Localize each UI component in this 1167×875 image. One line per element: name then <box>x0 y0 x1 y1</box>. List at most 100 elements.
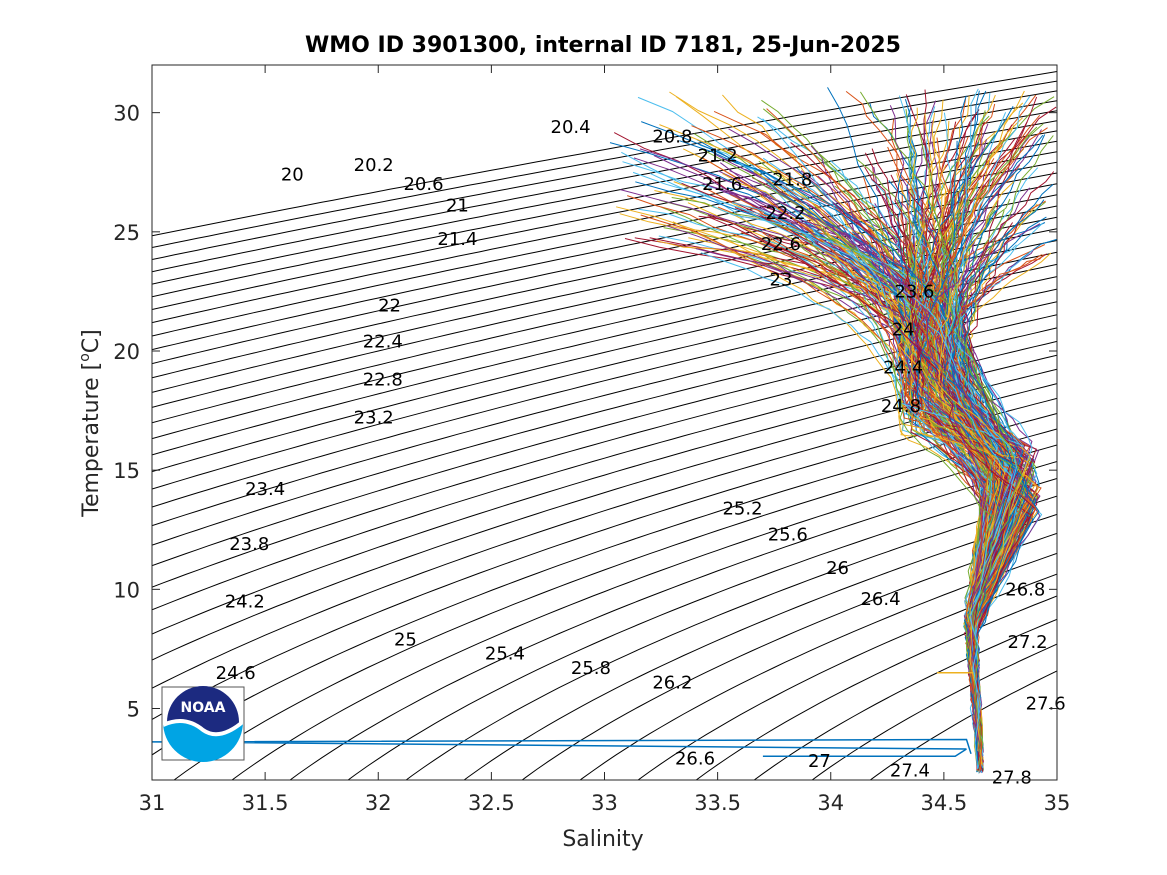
y-tick-label: 5 <box>127 698 140 722</box>
density-contour <box>695 595 1057 780</box>
contour-label: 20.2 <box>354 155 394 176</box>
contour-label: 27.8 <box>992 768 1032 789</box>
profile-line <box>951 254 1045 769</box>
profile-lines <box>152 87 1057 774</box>
x-tick-label: 31.5 <box>242 791 289 815</box>
contour-label: 23.6 <box>894 281 934 302</box>
profile-line <box>955 88 1013 760</box>
density-contour <box>152 276 1057 508</box>
contour-label: 27.4 <box>890 760 930 781</box>
x-tick-label: 34 <box>817 791 844 815</box>
x-tick-label: 33 <box>591 791 618 815</box>
contour-label: 22.4 <box>363 331 403 352</box>
profile-line <box>917 136 1027 768</box>
contour-label: 20.6 <box>403 174 443 195</box>
contour-label: 22.2 <box>765 203 805 224</box>
profile-line <box>820 227 993 746</box>
contour-label: 22 <box>378 296 401 317</box>
contour-label: 24.6 <box>216 663 256 684</box>
contour-label: 25.2 <box>722 498 762 519</box>
x-tick-label: 35 <box>1044 791 1071 815</box>
contour-label: 24 <box>892 320 915 341</box>
x-tick-label: 33.5 <box>694 791 741 815</box>
y-tick-label: 25 <box>113 221 140 245</box>
contour-label: 26.2 <box>652 672 692 693</box>
logo-text: NOAA <box>181 700 226 716</box>
contour-label: 23.2 <box>354 408 394 429</box>
contour-label: 24.4 <box>883 358 923 379</box>
contour-label: 20.4 <box>551 117 591 138</box>
chart-title: WMO ID 3901300, internal ID 7181, 25-Jun… <box>305 33 901 58</box>
contour-label: 23 <box>770 270 793 291</box>
density-contour <box>152 340 1057 611</box>
density-contour <box>811 643 1057 780</box>
profile-outlier <box>762 748 967 757</box>
y-tick-label: 15 <box>113 459 140 483</box>
contour-label: 25.6 <box>768 525 808 546</box>
density-contour <box>152 90 1057 261</box>
x-axis: 31 31.5 32 32.5 33 33.5 34 34.5 35 <box>139 65 1071 815</box>
contour-labels: 20 20.2 20.4 20.6 20.8 21 21.2 21.4 21.6 21.8 22 22… <box>216 117 1066 789</box>
contour-label: 27.6 <box>1026 694 1066 715</box>
x-tick-label: 34.5 <box>920 791 967 815</box>
profile-line <box>859 91 1023 753</box>
x-axis-label: Salinity <box>562 827 643 852</box>
density-contour <box>152 288 1057 527</box>
y-axis-label-end: C] <box>79 329 104 353</box>
density-contour <box>579 552 1057 780</box>
profile-line <box>933 164 997 770</box>
density-contour <box>152 314 1057 567</box>
contour-label: 26.8 <box>1005 579 1045 600</box>
logo-wave-crest <box>163 718 243 737</box>
density-contour <box>152 70 1057 237</box>
noaa-logo: NOAA <box>161 686 245 762</box>
contour-label: 24.2 <box>225 591 265 612</box>
profile-line <box>871 148 1037 771</box>
density-contour <box>152 327 1057 588</box>
profile-line <box>916 134 1044 770</box>
density-contour <box>152 80 1057 249</box>
y-tick-label: 20 <box>113 340 140 364</box>
profile-line <box>707 216 1016 749</box>
contour-label: 26 <box>826 558 849 579</box>
y-tick-label: 30 <box>113 102 140 126</box>
density-contour <box>152 205 1057 408</box>
profile-line <box>666 225 1028 765</box>
contour-label: 24.8 <box>881 396 921 417</box>
density-contour <box>152 301 1057 546</box>
contour-label: 23.4 <box>245 479 285 500</box>
density-contour <box>152 194 1057 393</box>
profile-line <box>938 181 1031 766</box>
contour-label: 21.4 <box>437 229 477 250</box>
x-tick-label: 32.5 <box>468 791 515 815</box>
x-tick-label: 32 <box>365 791 392 815</box>
contour-label: 27 <box>808 751 831 772</box>
contour-label: 25.8 <box>571 658 611 679</box>
contour-label: 22.6 <box>761 234 801 255</box>
contour-label: 21.6 <box>702 174 742 195</box>
contour-label: 26.6 <box>675 749 715 770</box>
density-contour <box>152 100 1057 273</box>
density-contour <box>152 354 1057 635</box>
density-contour <box>753 618 1057 780</box>
contour-label: 25.4 <box>485 644 525 665</box>
density-contour <box>521 532 1057 780</box>
contour-label: 23.8 <box>229 534 269 555</box>
contour-label: 21 <box>446 196 469 217</box>
profile-line <box>632 171 1017 770</box>
contour-label: 21.2 <box>698 146 738 167</box>
contour-label: 20 <box>281 165 304 186</box>
y-axis-label: Temperature [oC] <box>77 329 104 517</box>
y-axis-label-main: Temperature [ <box>79 362 104 518</box>
contour-label: 21.8 <box>772 169 812 190</box>
density-contour <box>152 228 1057 440</box>
profile-line <box>945 95 1031 745</box>
profile-outlier <box>152 738 972 755</box>
contour-label: 22.8 <box>363 370 403 391</box>
x-tick-label: 31 <box>139 791 166 815</box>
y-tick-label: 10 <box>113 578 140 602</box>
profile-line <box>942 210 1008 756</box>
contour-label: 27.2 <box>1008 632 1048 653</box>
profile-line <box>695 248 1023 750</box>
